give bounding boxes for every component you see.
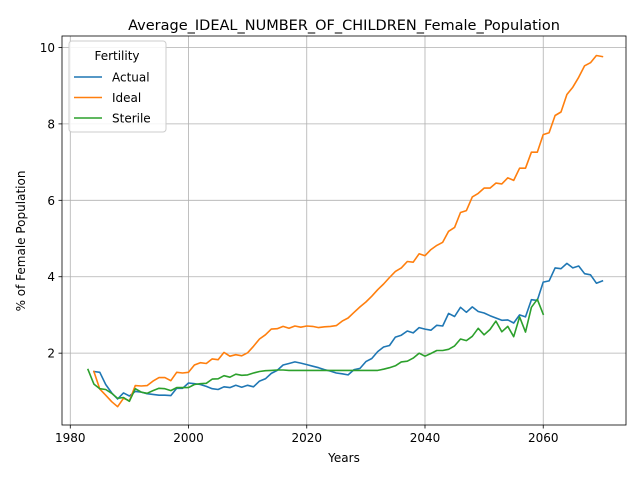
y-tick-label: 10: [40, 41, 55, 55]
x-tick-label: 1980: [55, 431, 86, 445]
chart-title: Average_IDEAL_NUMBER_OF_CHILDREN_Female_…: [128, 18, 560, 34]
y-tick-label: 2: [47, 347, 55, 361]
x-tick-label: 2000: [173, 431, 204, 445]
y-tick-label: 4: [47, 270, 55, 284]
legend-label-sterile: Sterile: [112, 112, 151, 126]
y-tick-label: 8: [47, 117, 55, 131]
legend-label-actual: Actual: [112, 71, 150, 85]
y-tick-label: 6: [47, 194, 55, 208]
legend-label-ideal: Ideal: [112, 91, 141, 105]
legend: Fertility Actual Ideal Sterile: [69, 41, 166, 132]
x-tick-label: 2060: [528, 431, 559, 445]
legend-title: Fertility: [94, 49, 139, 63]
y-axis-label: % of Female Population: [14, 171, 28, 312]
x-tick-label: 2040: [410, 431, 441, 445]
x-axis-label: Years: [327, 451, 360, 465]
x-tick-label: 2020: [291, 431, 322, 445]
